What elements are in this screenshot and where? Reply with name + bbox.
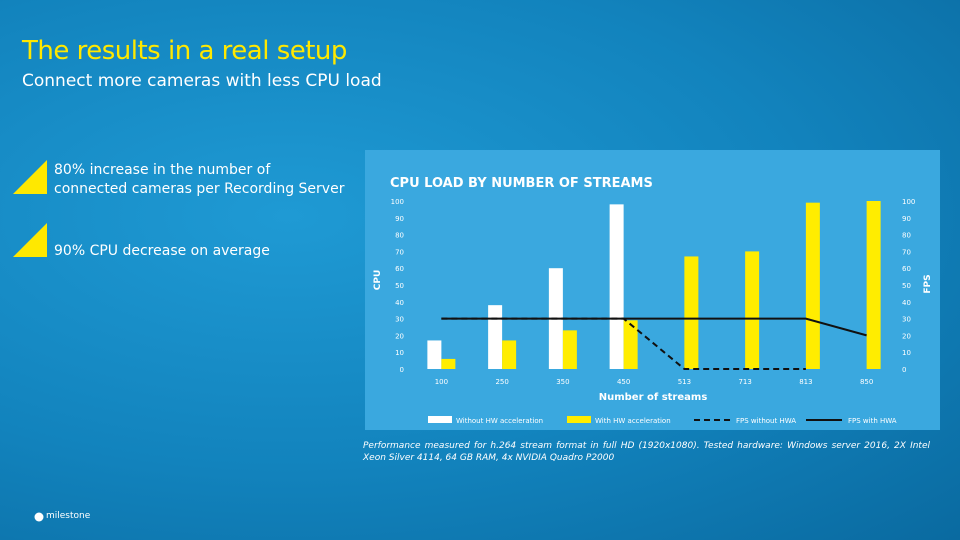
x-tick-label: 250 <box>495 378 508 386</box>
bullet: 90% CPU decrease on average <box>54 242 270 261</box>
y2-tick-label: 10 <box>902 349 911 357</box>
chart-panel <box>365 150 940 430</box>
y-tick-label: 20 <box>395 332 404 340</box>
y-tick-label: 50 <box>395 282 404 290</box>
y-tick-label: 40 <box>395 299 404 307</box>
bar <box>866 201 881 369</box>
x-tick-label: 350 <box>556 378 569 386</box>
bar <box>427 340 442 369</box>
chart-title: CPU LOAD BY NUMBER OF STREAMS <box>390 176 653 191</box>
y2-tick-label: 30 <box>902 316 911 324</box>
y-tick-label: 100 <box>391 198 404 206</box>
y2-tick-label: 20 <box>902 332 911 340</box>
bullet-icon <box>13 160 47 194</box>
footnote: Performance measured for h.264 stream fo… <box>363 441 930 463</box>
y2-tick-label: 70 <box>902 248 911 256</box>
bar <box>488 305 503 369</box>
bullet-line: connected cameras per Recording Server <box>54 181 345 197</box>
bar <box>623 320 638 369</box>
x-tick-label: 450 <box>617 378 630 386</box>
line-series <box>441 317 867 337</box>
legend-label: FPS with HWA <box>848 417 897 425</box>
x-tick-label: 813 <box>799 378 812 386</box>
y2-tick-label: 40 <box>902 299 911 307</box>
y2-tick-label: 50 <box>902 282 911 290</box>
legend-label: With HW acceleration <box>595 417 671 425</box>
y2-tick-label: 80 <box>902 232 911 240</box>
bar <box>609 204 624 369</box>
bullet: 80% increase in the number of connected … <box>54 161 344 199</box>
legend-label: Without HW acceleration <box>456 417 543 425</box>
y-tick-label: 0 <box>400 366 404 374</box>
x-tick-label: 713 <box>738 378 751 386</box>
legend-swatch <box>567 416 591 423</box>
x-tick-label: 850 <box>860 378 873 386</box>
y2-tick-label: 0 <box>902 366 906 374</box>
bar <box>745 251 760 369</box>
y-tick-label: 80 <box>395 232 404 240</box>
logo-icon <box>34 512 44 522</box>
legend-label: FPS without HWA <box>736 417 796 425</box>
x-tick-label: 513 <box>678 378 691 386</box>
bullet-line: 80% increase in the number of <box>54 162 271 178</box>
bar <box>441 358 456 369</box>
title: The results in a real setup <box>22 36 347 66</box>
y-tick-label: 70 <box>395 248 404 256</box>
y2-axis-label: FPS <box>923 274 933 293</box>
bar <box>684 256 699 369</box>
y-tick-label: 10 <box>395 349 404 357</box>
y2-tick-label: 90 <box>902 215 911 223</box>
y-axis-label: CPU <box>373 270 383 291</box>
y2-tick-label: 60 <box>902 265 911 273</box>
logo: milestone <box>46 511 91 521</box>
x-tick-label: 100 <box>435 378 448 386</box>
bullet-icon <box>13 223 47 257</box>
bar <box>562 330 577 369</box>
subtitle: Connect more cameras with less CPU load <box>22 71 382 91</box>
y-tick-label: 90 <box>395 215 404 223</box>
bullet-line: 90% CPU decrease on average <box>54 243 270 259</box>
legend-swatch <box>428 416 452 423</box>
bar <box>805 202 820 369</box>
bar <box>502 340 517 369</box>
x-axis-label: Number of streams <box>599 392 708 403</box>
y2-tick-label: 100 <box>902 198 915 206</box>
y-tick-label: 30 <box>395 316 404 324</box>
y-tick-label: 60 <box>395 265 404 273</box>
